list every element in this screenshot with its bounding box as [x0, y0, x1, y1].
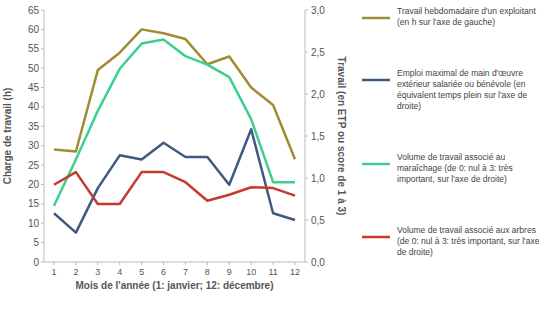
- y-tick: [41, 29, 44, 30]
- legend-line: important, sur l'axe de droite): [397, 174, 507, 184]
- y2-tick: [305, 178, 308, 179]
- y-tick-label: 45: [28, 82, 40, 93]
- y2-tick-label: 0,0: [311, 257, 325, 268]
- y-tick-label: 30: [28, 140, 40, 151]
- y2-tick-label: 1,5: [311, 131, 325, 142]
- y2-tick-label: 2,0: [311, 89, 325, 100]
- x-tick-label: 1: [51, 267, 56, 277]
- y2-tick: [305, 136, 308, 137]
- y2-axis-label: Travail (en ETP ou score de 1 à 3): [336, 57, 347, 216]
- y-axis: [44, 10, 45, 262]
- y2-tick-label: 1,0: [311, 173, 325, 184]
- legend-line: droite): [397, 101, 421, 111]
- y-tick-label: 15: [28, 198, 40, 209]
- legend-line: équivalent temps plein sur l'axe de: [397, 90, 527, 100]
- y-tick: [41, 242, 44, 243]
- y-tick-label: 40: [28, 101, 40, 112]
- x-tick: [251, 262, 252, 265]
- x-tick: [75, 262, 76, 265]
- legend-line: Volume de travail associé aux arbres: [397, 225, 536, 235]
- y-tick-label: 10: [28, 218, 40, 229]
- x-axis-label: Mois de l'année (1: janvier; 12: décembr…: [76, 280, 274, 291]
- chart: 051015202530354045505560650,00,51,01,52,…: [0, 0, 539, 314]
- x-tick-label: 10: [246, 267, 256, 277]
- y-tick-label: 55: [28, 43, 40, 54]
- x-tick-label: 7: [183, 267, 188, 277]
- y-tick: [41, 262, 44, 263]
- y-tick: [41, 10, 44, 11]
- series-line: [54, 39, 295, 205]
- x-tick-label: 3: [95, 267, 100, 277]
- y2-tick: [305, 10, 308, 11]
- x-tick: [229, 262, 230, 265]
- y-tick: [41, 145, 44, 146]
- y-tick-label: 25: [28, 160, 40, 171]
- x-tick: [97, 262, 98, 265]
- legend-swatch: [362, 17, 390, 20]
- x-tick: [273, 262, 274, 265]
- x-tick-label: 2: [73, 267, 78, 277]
- y2-tick: [305, 262, 308, 263]
- x-tick-label: 4: [117, 267, 122, 277]
- y2-tick-label: 2,5: [311, 47, 325, 58]
- y-tick: [41, 165, 44, 166]
- legend-swatch: [362, 236, 390, 239]
- y-tick: [41, 68, 44, 69]
- x-tick-label: 11: [268, 267, 277, 277]
- y-tick-label: 20: [28, 179, 40, 190]
- legend-line: extérieur salariée ou bénévole (en: [397, 79, 526, 89]
- x-tick-label: 9: [227, 267, 232, 277]
- legend-line: de droite): [397, 247, 433, 257]
- x-tick: [141, 262, 142, 265]
- y-tick-label: 60: [28, 24, 40, 35]
- legend-label: Emploi maximal de main d'œuvreextérieur …: [397, 68, 527, 111]
- legend-label: Volume de travail associé aumaraîchage (…: [397, 152, 513, 184]
- y2-tick: [305, 52, 308, 53]
- y-tick-label: 65: [28, 5, 40, 16]
- legend-line: (de 0: nul à 3: très important, sur l'ax…: [397, 236, 539, 246]
- plot-area: [54, 29, 295, 232]
- y-tick: [41, 126, 44, 127]
- x-tick-label: 8: [205, 267, 210, 277]
- x-tick: [54, 262, 55, 265]
- legend-line: maraîchage (de 0: nul à 3: très: [397, 163, 513, 173]
- y-tick-label: 50: [28, 63, 40, 74]
- legend-swatch: [362, 163, 390, 166]
- y-tick: [41, 184, 44, 185]
- legend-line: Emploi maximal de main d'œuvre: [397, 68, 523, 78]
- legend-line: (en h sur l'axe de gauche): [397, 17, 495, 27]
- x-tick: [207, 262, 208, 265]
- series-line: [54, 172, 295, 204]
- y-tick-label: 35: [28, 121, 40, 132]
- x-tick-label: 5: [139, 267, 144, 277]
- legend-line: Volume de travail associé au: [397, 152, 505, 162]
- y2-tick-label: 0,5: [311, 215, 325, 226]
- y-tick: [41, 106, 44, 107]
- y2-tick-label: 3,0: [311, 5, 325, 16]
- x-tick-label: 6: [161, 267, 166, 277]
- y-tick-label: 5: [33, 237, 39, 248]
- legend-line: Travail hebdomadaire d'un exploitant: [397, 6, 536, 16]
- y-tick: [41, 223, 44, 224]
- legend-label: Travail hebdomadaire d'un exploitant(en …: [397, 6, 536, 27]
- x-tick: [163, 262, 164, 265]
- legend-label: Volume de travail associé aux arbres(de …: [397, 225, 539, 257]
- x-tick: [119, 262, 120, 265]
- y-tick-label: 0: [33, 257, 39, 268]
- x-tick-label: 12: [290, 267, 300, 277]
- y-tick: [41, 87, 44, 88]
- x-tick: [295, 262, 296, 265]
- y2-tick: [305, 94, 308, 95]
- y-tick: [41, 203, 44, 204]
- x-tick: [185, 262, 186, 265]
- y-tick: [41, 48, 44, 49]
- legend-swatch: [362, 79, 390, 82]
- y-axis-label: Charge de travail (h): [2, 88, 13, 185]
- x-axis: [44, 262, 305, 263]
- y2-tick: [305, 220, 308, 221]
